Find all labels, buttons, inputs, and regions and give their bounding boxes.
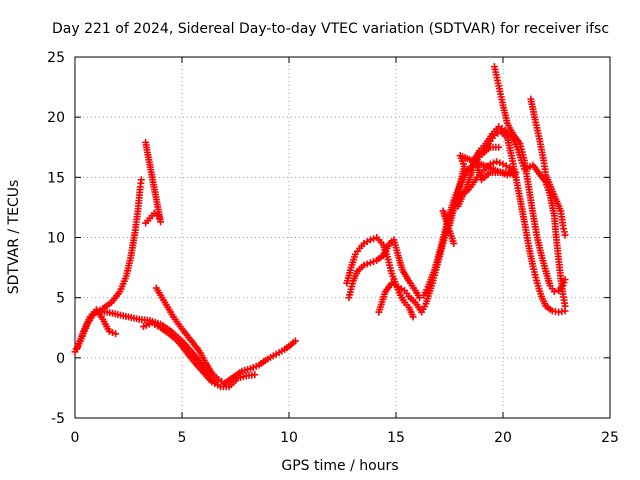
data-point	[550, 288, 558, 296]
data-point	[251, 371, 259, 379]
y-tick-label: 25	[47, 50, 65, 66]
data-point	[291, 337, 299, 345]
x-tick-label: 5	[178, 430, 187, 446]
y-axis-label: SDTVAR / TECUs	[6, 180, 22, 295]
series-track-a	[71, 176, 145, 356]
axis-ticks: 0 5 10 15 20 25 -5 0 5 10 15 20 25	[47, 50, 619, 446]
data-point	[489, 159, 497, 167]
data-point	[105, 327, 113, 335]
series-track-n	[439, 152, 520, 248]
data-point	[363, 260, 371, 268]
data-point	[142, 138, 150, 146]
y-tick-label: 0	[56, 351, 65, 367]
series-track-m	[527, 95, 569, 239]
data-point	[493, 158, 501, 166]
x-tick-label: 25	[601, 430, 619, 446]
y-tick-label: 15	[47, 170, 65, 186]
chart-title: Day 221 of 2024, Sidereal Day-to-day VTE…	[52, 21, 609, 37]
x-axis-label: GPS time / hours	[281, 458, 398, 474]
data-point	[366, 236, 374, 244]
data-points	[71, 63, 569, 391]
series-track-l	[469, 123, 569, 310]
data-point	[137, 176, 145, 184]
series-track-d	[152, 284, 299, 387]
data-point	[366, 259, 374, 267]
data-point	[450, 240, 458, 248]
data-point	[370, 235, 378, 243]
data-point	[495, 143, 503, 151]
data-point	[150, 209, 158, 217]
data-point	[561, 276, 569, 284]
x-tick-label: 20	[494, 430, 512, 446]
data-point	[409, 313, 417, 321]
series-track-e	[73, 306, 120, 352]
x-tick-label: 0	[71, 430, 80, 446]
data-point	[108, 329, 116, 337]
series-track-g	[343, 234, 417, 321]
x-tick-label: 15	[387, 430, 405, 446]
series-track-f	[142, 138, 165, 227]
data-point	[496, 159, 504, 167]
series-track-b	[92, 308, 220, 386]
data-point	[370, 258, 378, 266]
x-tick-label: 10	[280, 430, 298, 446]
data-point	[561, 302, 569, 310]
y-tick-label: -5	[51, 411, 65, 427]
data-point	[360, 261, 368, 269]
data-point	[416, 294, 424, 302]
data-point	[561, 231, 569, 239]
data-point	[112, 330, 120, 338]
gridlines	[75, 57, 610, 418]
y-tick-label: 5	[56, 291, 65, 307]
y-tick-label: 20	[47, 110, 65, 126]
y-tick-label: 10	[47, 231, 65, 247]
